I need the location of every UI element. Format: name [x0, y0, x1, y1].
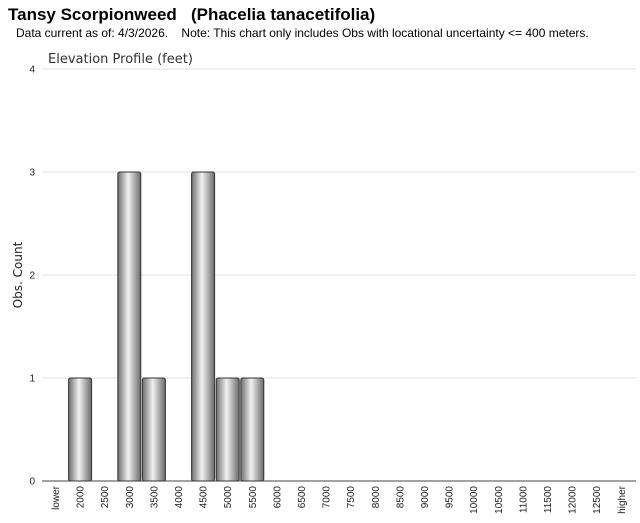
x-tick-label: 3500	[149, 486, 160, 509]
x-tick-label: 2500	[100, 486, 111, 509]
x-tick-label: 4000	[174, 486, 185, 509]
x-tick-label: 8500	[395, 486, 406, 509]
chart-title: Elevation Profile (feet)	[48, 52, 193, 67]
x-tick-label: 12500	[592, 486, 603, 514]
x-tick-label: higher	[617, 485, 628, 513]
x-tick-label: lower	[51, 485, 62, 510]
x-tick-label: 6500	[297, 486, 308, 509]
bar-2000	[68, 377, 93, 482]
bar-4500	[191, 171, 216, 482]
x-tick-label: 9000	[420, 486, 431, 509]
y-tick-label: 3	[29, 168, 35, 179]
y-tick-label: 0	[29, 477, 35, 488]
x-tick-label: 11500	[543, 486, 554, 514]
x-tick-label: 12000	[568, 486, 579, 514]
x-tick-label: 7000	[322, 486, 333, 509]
y-tick-label: 4	[29, 65, 35, 76]
x-tick-label: 2000	[76, 486, 87, 509]
x-tick-label: 7500	[346, 486, 357, 509]
y-tick-label: 2	[29, 271, 35, 282]
page-title: Tansy Scorpionweed (Phacelia tanacetifol…	[8, 5, 376, 24]
x-tick-label: 9500	[445, 486, 456, 509]
page-subtitle: Data current as of: 4/3/2026. Note: This…	[16, 26, 589, 40]
x-tick-label: 3000	[125, 486, 136, 509]
x-tick-label: 6000	[272, 486, 283, 509]
x-tick-label: 4500	[199, 486, 210, 509]
y-axis-label: Obs. Count	[11, 241, 25, 308]
x-tick-label: 11000	[518, 486, 529, 514]
bar-3000	[117, 171, 142, 482]
x-tick-label: 10500	[494, 486, 505, 514]
x-tick-label: 10000	[469, 486, 480, 514]
y-tick-label: 1	[29, 374, 35, 385]
bar-5500	[240, 377, 265, 482]
x-tick-label: 5500	[248, 486, 259, 509]
bar-3500	[141, 377, 166, 482]
x-tick-label: 8000	[371, 486, 382, 509]
x-tick-label: 5000	[223, 486, 234, 509]
bar-5000	[215, 377, 240, 482]
